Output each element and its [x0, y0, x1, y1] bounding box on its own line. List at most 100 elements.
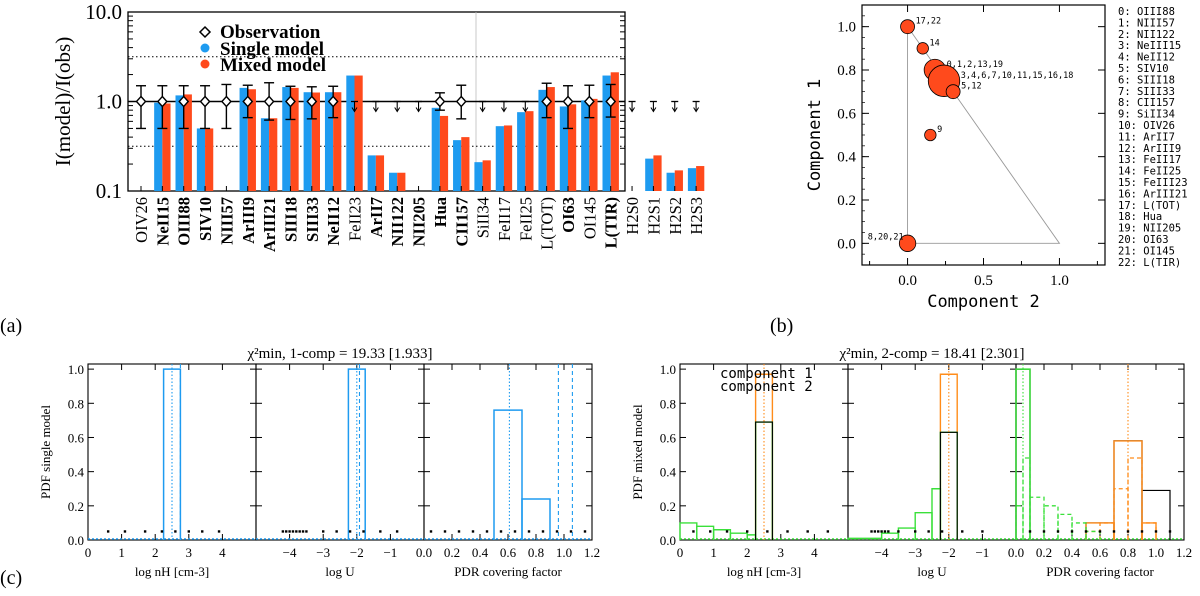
- x-tick-label: 0: [677, 545, 684, 560]
- histogram-bin-comp2-dashed: [1043, 505, 1059, 540]
- obs-diamond-ArIII9: [242, 95, 254, 108]
- bar-mixed-Hua: [439, 115, 449, 191]
- x-tick-label: −4: [875, 545, 889, 560]
- grid-point-marker: [870, 530, 873, 533]
- legend-component-2: component 2: [720, 379, 813, 395]
- subplot-frame-2: [1015, 363, 1185, 541]
- x-tick-label: 0.8: [1120, 545, 1136, 560]
- x-tick-label: 4: [811, 545, 818, 560]
- category-label-NII122: NII122: [388, 197, 407, 247]
- grid-point-marker: [555, 530, 559, 533]
- y-tick-label: 0.4: [660, 465, 677, 480]
- y-axis-label: PDF mixed model: [630, 404, 645, 500]
- index-legend-entry: 9: SiII34: [1118, 109, 1175, 121]
- x-tick-label: 0.2: [444, 545, 460, 560]
- y-tick-label: 0.1: [96, 179, 122, 203]
- y-axis-label: PDF single model: [38, 405, 53, 499]
- grid-point-marker: [335, 530, 338, 533]
- panel-label-c: (c): [0, 567, 22, 589]
- x-tick-label: 0.4: [1064, 545, 1081, 560]
- x-axis-label: log nH [cm-3]: [135, 564, 209, 579]
- index-legend-entry: 0: OIII88: [1118, 6, 1175, 18]
- x-tick-label: −1: [383, 545, 397, 560]
- category-label-FeII25: FeII25: [516, 197, 535, 241]
- grid-point-marker: [877, 530, 880, 533]
- bar-single-ArII7: [367, 155, 376, 191]
- index-legend-entry: 5: SIV10: [1118, 63, 1169, 75]
- category-label-OIII88: OIII88: [175, 197, 194, 246]
- y-tick-label: 0.2: [837, 193, 856, 209]
- grid-point-marker: [281, 530, 285, 533]
- obs-diamond-NIII57: [220, 95, 232, 108]
- point-5,12: [945, 84, 961, 100]
- grid-point-marker: [362, 530, 365, 533]
- obs-diamond-L(TIR): [605, 95, 617, 108]
- grid-point-marker: [443, 530, 447, 533]
- panel-b: 0.0 0.5 1.0 0.0 0.2 0.4 0.6 0.8 1.0 Component 2 Co…: [770, 4, 1188, 337]
- obs-diamond-L(TOT): [541, 95, 553, 108]
- y-tick-label: 0.0: [68, 533, 84, 548]
- y-tick-label: 0.6: [837, 106, 856, 122]
- grid-point-marker: [1042, 530, 1046, 533]
- y-tick-label: 0.8: [68, 396, 84, 411]
- obs-diamond-NeII12: [327, 95, 339, 108]
- category-label-H2S2: H2S2: [666, 197, 685, 235]
- grid-point-marker: [201, 530, 204, 533]
- histogram-bin-comp1-dashed: [1141, 522, 1157, 540]
- obs-upperlimit-arrow: [650, 107, 657, 113]
- x-tick-label: 1.0: [1148, 545, 1164, 560]
- simplex-triangle: [907, 25, 1061, 244]
- grid-point-marker: [1070, 530, 1074, 533]
- obs-diamond-OI145: [583, 95, 595, 108]
- index-legend-entry: 22: L(TIR): [1118, 257, 1181, 269]
- category-label-SiII34: SiII34: [474, 197, 493, 238]
- grid-point-marker: [887, 530, 890, 533]
- x-tick-label: 1.0: [556, 545, 572, 560]
- grid-point-marker: [379, 530, 382, 533]
- grid-point-marker: [806, 530, 809, 533]
- index-legend-entry: 8: CII157: [1118, 97, 1175, 109]
- grid-point-marker: [1140, 530, 1144, 533]
- bar-single-OI63: [559, 106, 568, 191]
- legend-single-marker: [200, 43, 210, 53]
- grid-point-marker: [527, 530, 531, 533]
- grid-point-marker: [348, 530, 352, 533]
- legend-single-label: Single model: [220, 39, 324, 60]
- histogram-bin-comp2-dashed: [1057, 513, 1073, 540]
- x-tick-label: 0.6: [500, 545, 517, 560]
- bar-mixed-FeII23: [354, 75, 363, 191]
- point-17,22: [900, 19, 915, 35]
- grid-point-marker: [143, 530, 147, 533]
- histogram-bin: [347, 368, 366, 540]
- histogram-bin-combined: [939, 431, 958, 540]
- x-tick-label: 0.0: [898, 273, 917, 289]
- bar-mixed-FeII25: [525, 111, 534, 191]
- subplot-frame-1: [255, 363, 425, 541]
- bar-single-OI145: [581, 100, 590, 191]
- obs-diamond-Hua: [434, 95, 446, 108]
- y-tick-label: 1.0: [837, 20, 856, 36]
- bar-mixed-OI145: [589, 98, 598, 191]
- bar-mixed-SIII33: [311, 92, 320, 191]
- chi2-title: χ²min, 1-comp = 19.33 [1.933]: [246, 346, 432, 362]
- x-axis-label: log U: [325, 564, 355, 579]
- category-label-Hua: Hua: [431, 197, 450, 227]
- category-label-H2S0: H2S0: [623, 197, 642, 235]
- histogram-bin-comp1: [1141, 522, 1157, 540]
- index-legend-entry: 20: OI63: [1118, 234, 1169, 246]
- x-tick-label: −1: [975, 545, 989, 560]
- bar-single-ArIII21: [260, 118, 270, 191]
- bar-mixed-NII122: [397, 172, 406, 191]
- grid-point-marker: [569, 530, 573, 533]
- grid-point-marker: [298, 530, 301, 533]
- grid-point-marker: [1098, 530, 1102, 533]
- y-tick-label: 0.6: [68, 430, 85, 445]
- obs-diamond-SIII18: [285, 95, 296, 108]
- bar-single-FeII17: [495, 126, 504, 191]
- y-axis-label: Component 1: [805, 79, 825, 192]
- chi2-title: χ²min, 2-comp = 18.41 [2.301]: [838, 346, 1024, 362]
- histogram-bin-comp2: [931, 488, 942, 540]
- legend-component-1: component 1: [720, 366, 813, 382]
- x-tick-label: 2: [152, 545, 159, 560]
- y-tick-label: 10.0: [85, 0, 122, 24]
